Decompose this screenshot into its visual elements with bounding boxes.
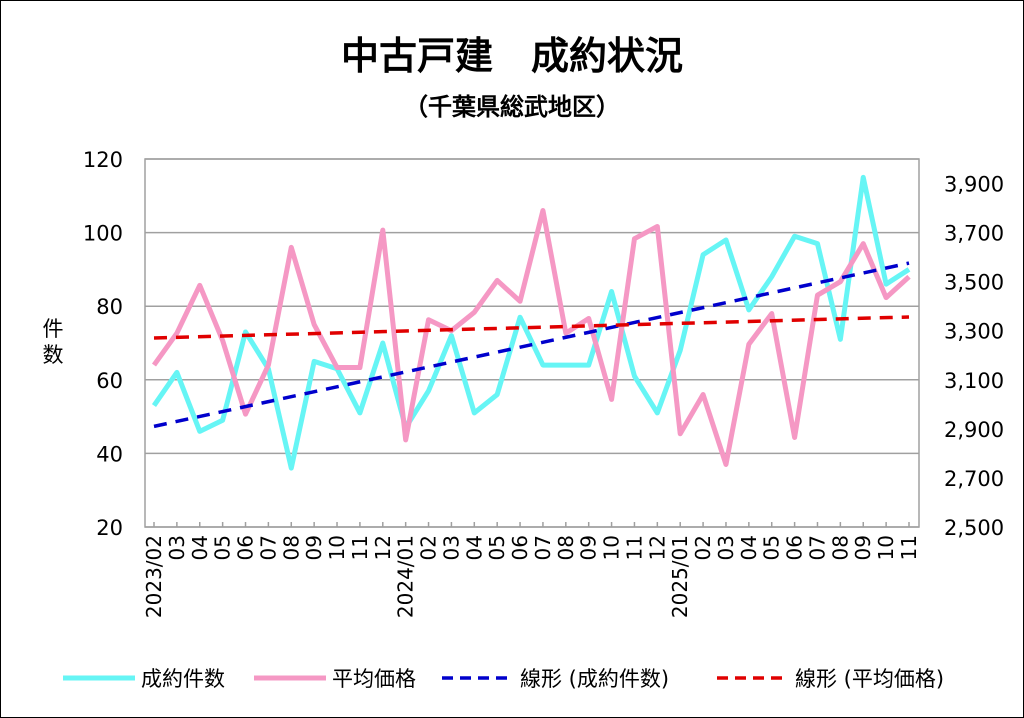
y-axis-label: 件 (43, 317, 64, 341)
legend-label: 線形 (平均価格) (795, 667, 944, 691)
x-tick-label: 11 (897, 535, 921, 560)
x-tick-label: 04 (737, 535, 761, 560)
x-tick-label: 03 (439, 535, 463, 560)
series-line-price (151, 208, 911, 467)
y2-tick-label: 2,900 (944, 418, 1004, 442)
x-tick-label: 11 (348, 535, 372, 560)
y-tick-label: 40 (96, 442, 123, 466)
x-tick-label: 06 (234, 535, 258, 560)
x-tick-label: 2025/01 (668, 535, 692, 618)
x-tick-label: 08 (828, 535, 852, 560)
x-tick-label: 2023/02 (142, 535, 166, 618)
y-tick-label: 20 (96, 516, 123, 540)
x-tick-label: 03 (714, 535, 738, 560)
x-tick-label: 05 (485, 535, 509, 560)
x-tick-label: 04 (188, 535, 212, 560)
x-tick-label: 2024/01 (394, 535, 418, 618)
x-tick-label: 05 (760, 535, 784, 560)
x-tick-label: 06 (783, 535, 807, 560)
y-axis-label: 数 (43, 343, 64, 367)
chart-title: 中古戸建 成約状況 (341, 34, 683, 78)
chart-subtitle: （千葉県総武地区） (404, 93, 620, 121)
x-tick-label: 03 (165, 535, 189, 560)
y-tick-label: 80 (96, 295, 123, 319)
x-tick-label: 08 (279, 535, 303, 560)
plot-frame (144, 158, 920, 528)
x-tick-label: 08 (554, 535, 578, 560)
trendline (153, 315, 910, 340)
x-tick-label: 12 (371, 535, 395, 560)
y-tick-label: 60 (96, 369, 123, 393)
x-tick-label: 07 (256, 535, 280, 560)
y2-tick-label: 3,900 (944, 173, 1004, 197)
y2-tick-label: 3,700 (944, 222, 1004, 246)
y2-tick-label: 3,500 (944, 271, 1004, 295)
y-tick-label: 120 (83, 148, 123, 172)
series-line-count (151, 174, 911, 471)
x-tick-label: 04 (462, 535, 486, 560)
y2-tick-label: 3,100 (944, 369, 1004, 393)
x-tick-label: 09 (577, 535, 601, 560)
x-tick-label: 12 (645, 535, 669, 560)
x-tick-label: 10 (600, 535, 624, 560)
x-tick-label: 10 (874, 535, 898, 560)
x-tick-label: 07 (531, 535, 555, 560)
x-tick-label: 09 (302, 535, 326, 560)
x-tick-label: 06 (508, 535, 532, 560)
legend-label: 線形 (成約件数) (520, 667, 669, 691)
legend-label: 平均価格 (332, 667, 416, 691)
x-tick-label: 02 (417, 535, 441, 560)
x-tick-label: 05 (211, 535, 235, 560)
legend-label: 成約件数 (141, 667, 225, 691)
y2-tick-label: 2,700 (944, 467, 1004, 491)
y-tick-label: 100 (83, 222, 123, 246)
x-tick-label: 07 (805, 535, 829, 560)
x-tick-label: 11 (622, 535, 646, 560)
x-tick-label: 10 (325, 535, 349, 560)
x-tick-label: 02 (691, 535, 715, 560)
trendline (153, 261, 910, 429)
y2-tick-label: 3,300 (944, 320, 1004, 344)
x-tick-label: 09 (851, 535, 875, 560)
y2-tick-label: 2,500 (944, 516, 1004, 540)
